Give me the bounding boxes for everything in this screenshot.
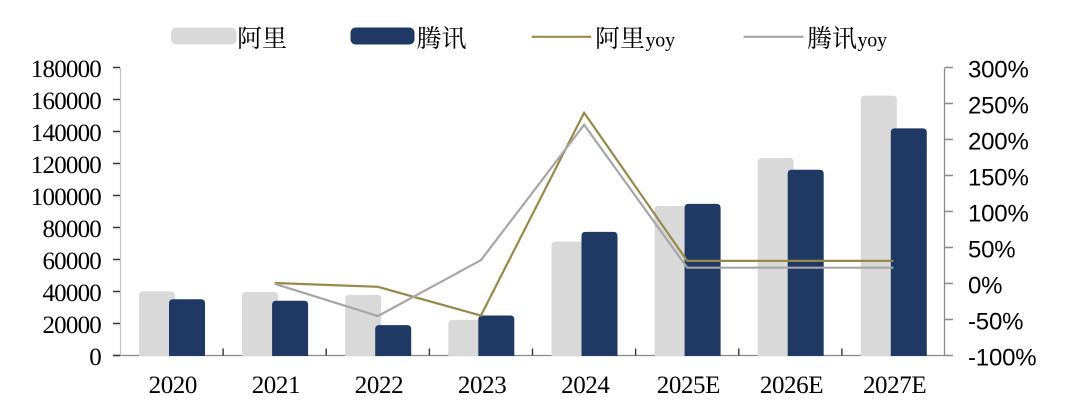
svg-text:80000: 80000	[42, 216, 101, 243]
svg-text:2022: 2022	[355, 372, 403, 399]
svg-text:-100%: -100%	[968, 344, 1036, 371]
svg-text:20000: 20000	[42, 312, 101, 339]
svg-text:yoy: yoy	[858, 30, 888, 52]
svg-text:300%: 300%	[968, 56, 1029, 83]
svg-text:2021: 2021	[252, 372, 300, 399]
svg-text:160000: 160000	[31, 88, 102, 115]
svg-text:200%: 200%	[968, 128, 1029, 155]
svg-text:60000: 60000	[42, 248, 101, 275]
svg-text:2025E: 2025E	[657, 372, 720, 399]
svg-text:180000: 180000	[31, 56, 102, 83]
svg-text:150%: 150%	[968, 164, 1029, 191]
svg-text:0: 0	[89, 344, 101, 371]
svg-text:2023: 2023	[458, 372, 506, 399]
svg-text:140000: 140000	[31, 120, 102, 147]
svg-text:120000: 120000	[31, 152, 102, 179]
svg-text:50%: 50%	[968, 236, 1015, 263]
svg-text:2027E: 2027E	[863, 372, 926, 399]
svg-text:40000: 40000	[42, 280, 101, 307]
svg-text:100%: 100%	[968, 200, 1029, 227]
svg-text:250%: 250%	[968, 92, 1029, 119]
svg-text:2024: 2024	[561, 372, 610, 399]
svg-text:yoy: yoy	[646, 30, 676, 52]
svg-text:0%: 0%	[968, 272, 1002, 299]
svg-text:2026E: 2026E	[760, 372, 823, 399]
svg-text:100000: 100000	[31, 184, 102, 211]
svg-text:-50%: -50%	[968, 308, 1023, 335]
svg-text:2020: 2020	[149, 372, 197, 399]
